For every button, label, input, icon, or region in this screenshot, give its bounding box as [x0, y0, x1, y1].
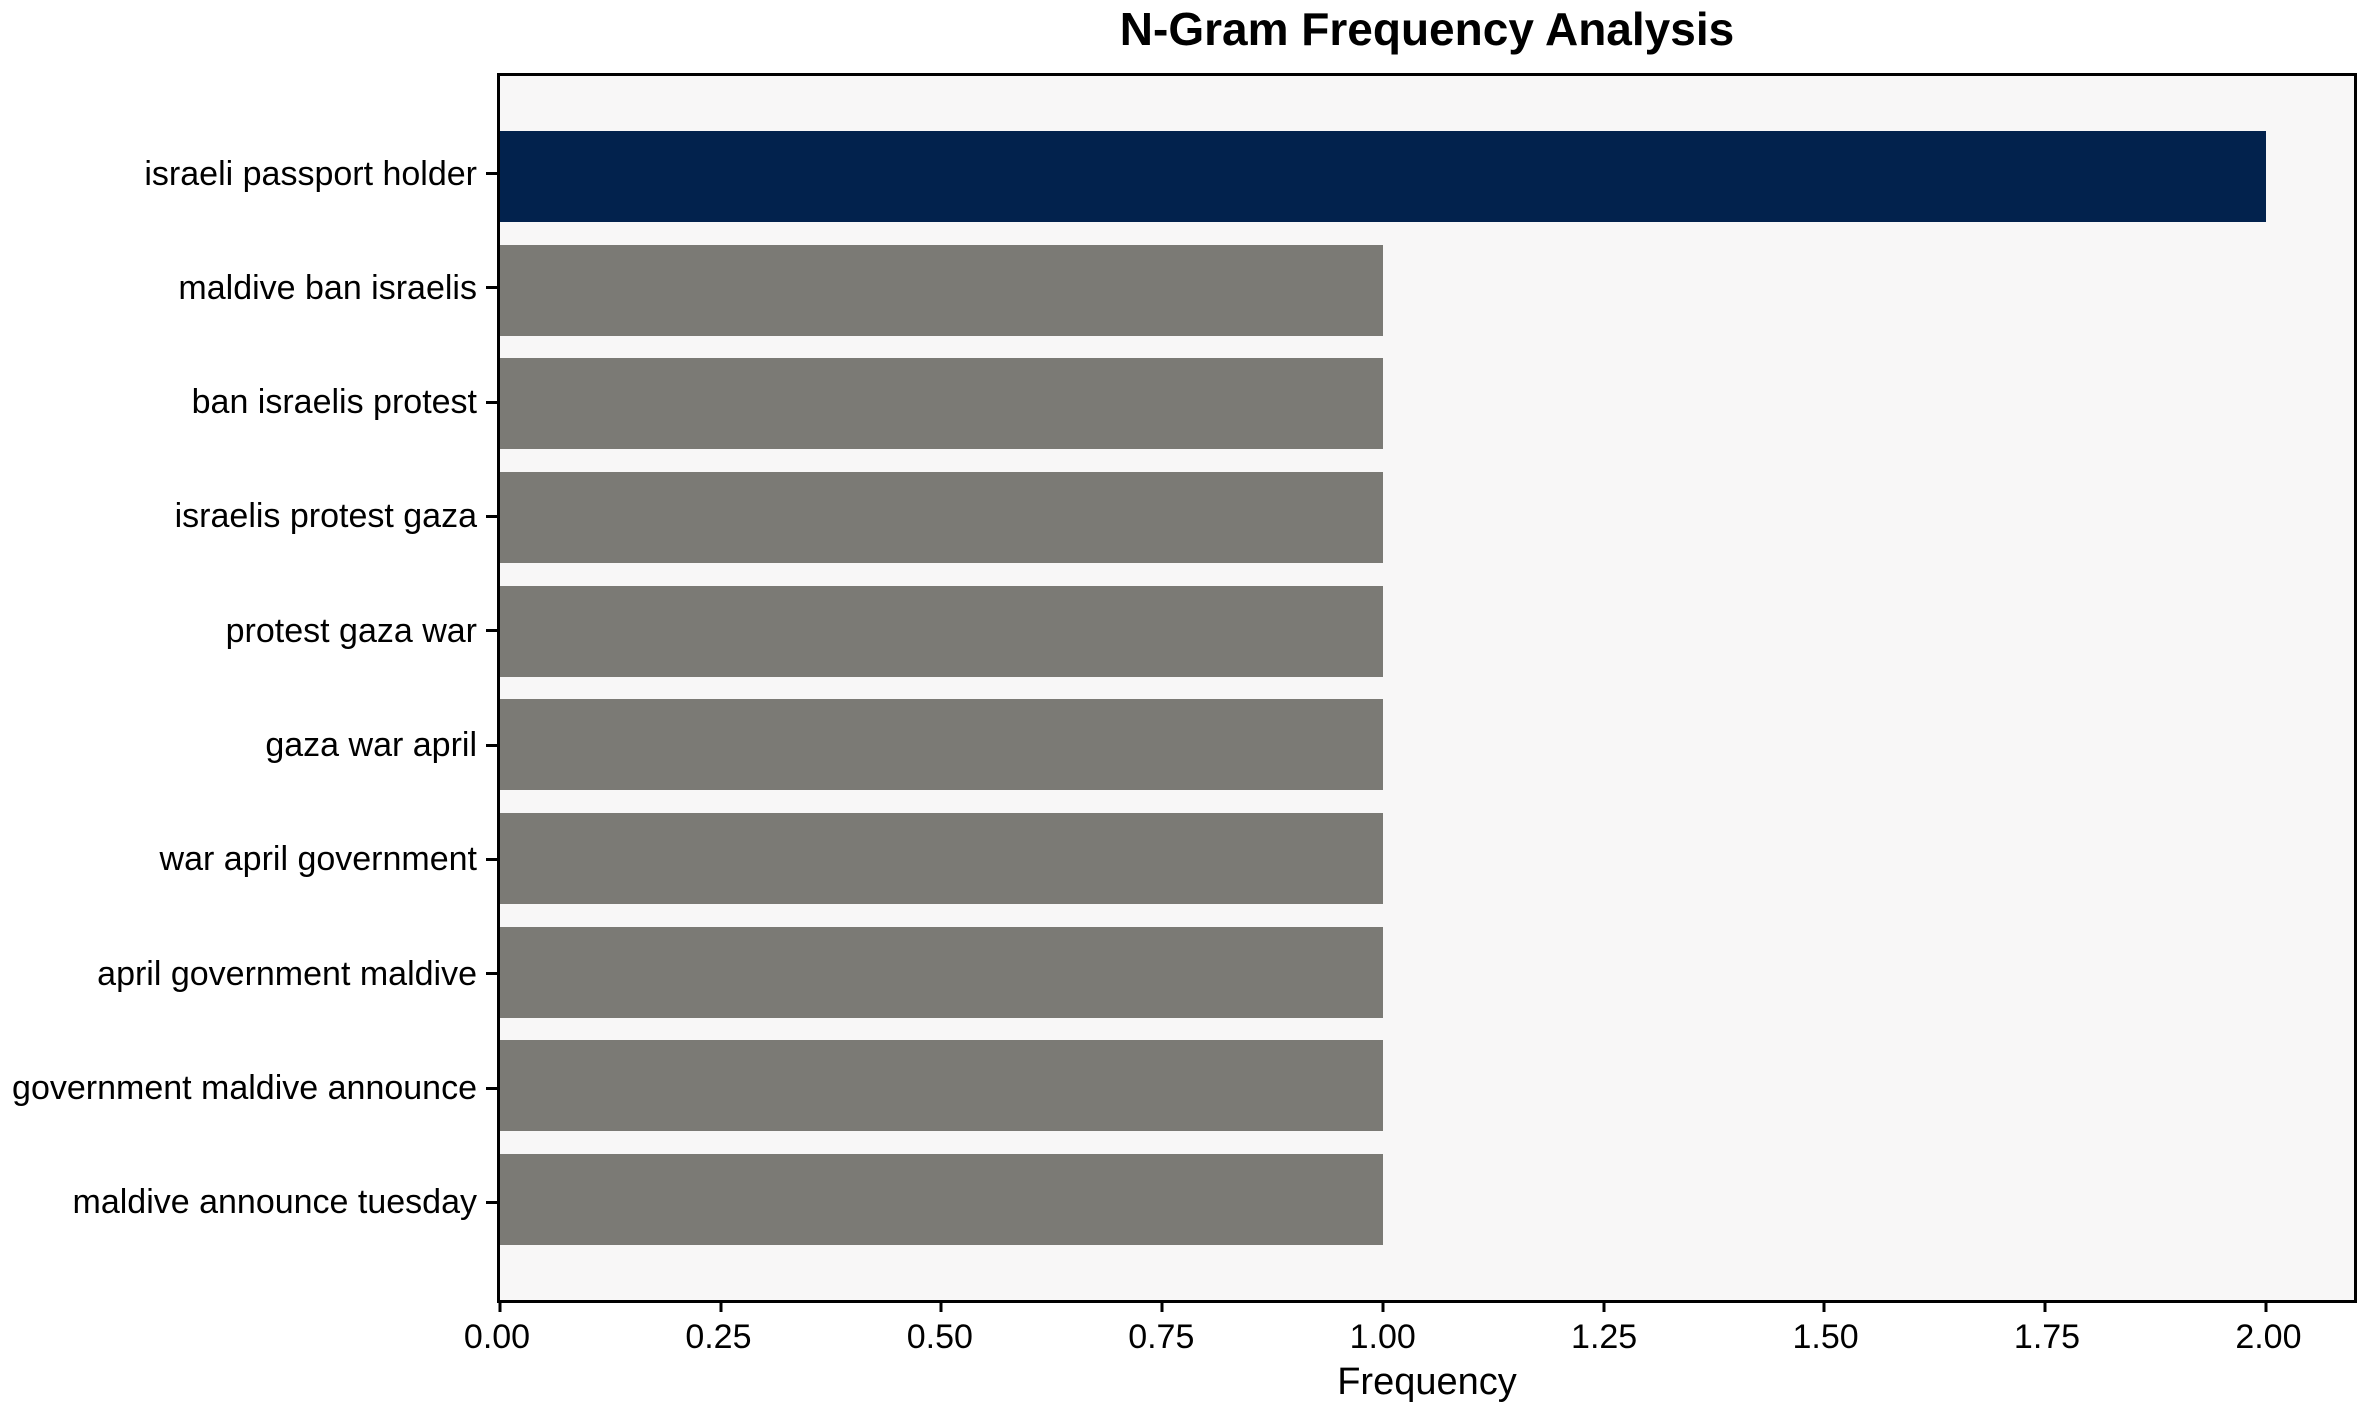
- y-tick: [486, 1200, 497, 1204]
- y-tick-label: protest gaza war: [225, 611, 477, 650]
- y-tick: [486, 400, 497, 404]
- y-label-row: protest gaza war: [0, 585, 497, 676]
- y-label-row: maldive announce tuesday: [0, 1157, 497, 1248]
- bar-row: [500, 926, 2354, 1018]
- x-tick: [939, 1303, 943, 1312]
- bar-protest-gaza-war: [500, 585, 1383, 677]
- bar-maldive-announce-tuesday: [500, 1153, 1383, 1245]
- y-tick: [486, 286, 497, 290]
- x-tick-labels: 0.00 0.25 0.50 0.75 1.00 1.25 1.50 1.75 2.00: [464, 1318, 2357, 1360]
- y-tick: [486, 172, 497, 175]
- x-tick: [498, 1303, 502, 1312]
- y-tick-label: government maldive announce: [12, 1069, 477, 1108]
- bar-row: [500, 131, 2354, 222]
- x-tick: [2264, 1303, 2268, 1312]
- y-tick-label: maldive announce tuesday: [72, 1183, 478, 1222]
- y-label-row: april government maldive: [0, 928, 497, 1019]
- y-axis-labels: israeli passport holder maldive ban israe…: [0, 73, 497, 1303]
- bar-row: [500, 1040, 2354, 1132]
- x-tick-label: 0.50: [906, 1318, 973, 1356]
- x-tick-label: 1.25: [1571, 1318, 1638, 1356]
- bar-row: [500, 1153, 2354, 1245]
- y-tick-label: ban israelis protest: [191, 383, 477, 422]
- bar-israeli-passport-holder: [500, 131, 2266, 222]
- y-tick: [486, 743, 497, 747]
- bar-row: [500, 471, 2354, 563]
- bar-row: [500, 244, 2354, 336]
- x-tick: [1822, 1303, 1826, 1312]
- x-tick-label: 0.75: [1128, 1318, 1195, 1356]
- bar-row: [500, 699, 2354, 791]
- bar-war-april-government: [500, 812, 1383, 904]
- y-label-row: war april government: [0, 814, 497, 905]
- x-tick: [2043, 1303, 2047, 1312]
- x-tick-label: 1.75: [2013, 1318, 2081, 1356]
- y-tick: [486, 514, 497, 518]
- y-label-row: government maldive announce: [0, 1043, 497, 1134]
- x-tick-label: 1.00: [1349, 1318, 1416, 1356]
- y-label-row: maldive ban israelis: [0, 242, 497, 333]
- x-tick: [719, 1303, 723, 1312]
- y-tick: [486, 857, 497, 861]
- bar-israelis-protest-gaza: [500, 471, 1383, 563]
- bar-row: [500, 585, 2354, 677]
- y-label-row: israelis protest gaza: [0, 471, 497, 562]
- x-tick-label: 2.00: [2235, 1318, 2302, 1356]
- y-tick-label: war april government: [159, 840, 477, 879]
- bar-ban-israelis-protest: [500, 358, 1383, 450]
- bar-maldive-ban-israelis: [500, 244, 1383, 336]
- y-tick-label: april government maldive: [97, 954, 477, 993]
- x-ticks: [498, 1303, 2354, 1312]
- y-tick: [486, 629, 497, 633]
- x-axis-title: Frequency: [1337, 1361, 1517, 1403]
- y-tick-label: israeli passport holder: [144, 154, 477, 193]
- bar-row: [500, 358, 2354, 450]
- y-tick: [486, 972, 497, 976]
- chart-title: N-Gram Frequency Analysis: [1119, 3, 1735, 55]
- y-tick-label: israelis protest gaza: [174, 497, 477, 536]
- bars: [500, 76, 2354, 1300]
- y-label-row: ban israelis protest: [0, 357, 497, 448]
- x-tick: [1160, 1303, 1164, 1312]
- x-tick-label: 1.50: [1792, 1318, 1859, 1356]
- bar-april-government-maldive: [500, 926, 1383, 1018]
- x-tick: [1602, 1303, 1606, 1312]
- x-tick-label: 0.00: [463, 1318, 531, 1356]
- plot-area: [497, 73, 2357, 1312]
- y-tick-label: maldive ban israelis: [178, 268, 477, 307]
- bar-gaza-war-april: [500, 699, 1383, 791]
- x-tick-label: 0.25: [685, 1318, 752, 1356]
- y-tick: [486, 1086, 497, 1090]
- bar-row: [500, 812, 2354, 904]
- bar-government-maldive-announce: [500, 1040, 1383, 1132]
- x-tick: [1381, 1303, 1385, 1312]
- y-tick-label: gaza war april: [265, 726, 477, 765]
- y-label-row: israeli passport holder: [0, 128, 497, 219]
- y-label-row: gaza war april: [0, 700, 497, 791]
